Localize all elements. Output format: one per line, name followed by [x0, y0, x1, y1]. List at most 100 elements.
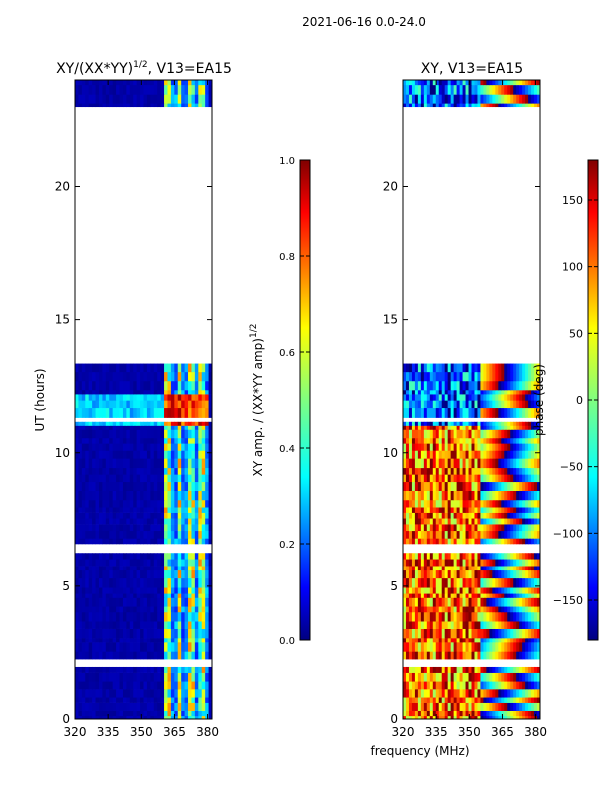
- amp-heatmap-cell: [136, 499, 141, 508]
- amp-heatmap-cell: [136, 587, 141, 594]
- phase-heatmap-cell: [489, 593, 493, 598]
- phase-heatmap-cell: [480, 672, 484, 682]
- amp-heatmap-cell: [170, 689, 175, 698]
- phase-heatmap-cell: [444, 400, 449, 409]
- amp-heatmap-cell: [133, 371, 138, 382]
- amp-heatmap-cell: [164, 518, 168, 525]
- amp-heatmap-cell: [205, 651, 210, 660]
- phase-heatmap-cell: [453, 499, 458, 508]
- amp-heatmap-cell: [88, 84, 93, 95]
- amp-heatmap-cell: [75, 593, 79, 598]
- phase-heatmap-cell: [519, 666, 523, 673]
- phase-heatmap-cell: [420, 394, 425, 401]
- phase-heatmap-cell: [459, 666, 464, 673]
- phase-heatmap-cell: [462, 606, 467, 613]
- phase-heatmap-cell: [408, 559, 413, 567]
- phase-heatmap-cell: [492, 94, 496, 104]
- phase-heatmap-cell: [456, 715, 461, 719]
- amp-heatmap-cell: [177, 84, 182, 95]
- phase-heatmap-cell: [477, 672, 481, 682]
- phase-heatmap-cell: [513, 559, 517, 567]
- phase-heatmap-cell: [519, 481, 523, 491]
- phase-heatmap-cell: [516, 400, 520, 409]
- phase-heatmap-cell: [474, 437, 478, 444]
- amp-heatmap-cell: [143, 672, 148, 682]
- phase-heatmap-cell: [444, 371, 449, 382]
- phase-heatmap-cell: [447, 450, 452, 459]
- amp-heatmap-cell: [95, 512, 100, 519]
- amp-heatmap-cell: [160, 651, 165, 660]
- phase-heatmap-cell: [477, 606, 481, 613]
- phase-heatmap-cell: [441, 437, 446, 444]
- phase-heatmap-cell: [429, 628, 434, 639]
- phase-heatmap-cell: [504, 553, 508, 560]
- phase-heatmap-cell: [492, 628, 496, 639]
- amp-heatmap-cell: [170, 363, 175, 373]
- amp-heatmap-cell: [119, 559, 124, 567]
- amp-heatmap-cell: [95, 672, 100, 682]
- phase-heatmap-cell: [501, 394, 505, 401]
- amp-heatmap-cell: [126, 512, 131, 519]
- amp-heatmap-cell: [181, 421, 186, 426]
- phase-heatmap-cell: [534, 593, 538, 598]
- amp-heatmap-cell: [92, 611, 97, 622]
- amp-heatmap-cell: [85, 577, 90, 588]
- phase-heatmap-cell: [468, 371, 472, 382]
- amp-heatmap-cell: [81, 458, 86, 469]
- amp-heatmap-cell: [78, 593, 83, 598]
- phase-heatmap-cell: [480, 642, 484, 652]
- phase-heatmap-cell: [480, 80, 484, 86]
- phase-heatmap-cell: [489, 628, 493, 639]
- phase-heatmap-cell: [510, 481, 514, 491]
- amp-heatmap-cell: [119, 606, 124, 613]
- amp-heatmap-cell: [164, 450, 168, 459]
- amp-heatmap: [75, 80, 212, 719]
- phase-heatmap-cell: [444, 94, 449, 104]
- phase-heatmap-cell: [456, 94, 461, 104]
- amp-heatmap-cell: [129, 450, 134, 459]
- amp-heatmap-cell: [153, 577, 158, 588]
- phase-heatmap-cell: [519, 84, 523, 95]
- amp-heatmap-cell: [112, 606, 117, 613]
- amp-heatmap-cell: [136, 429, 141, 439]
- amp-heatmap-cell: [136, 421, 141, 426]
- amp-heatmap-cell: [122, 421, 127, 426]
- phase-heatmap-cell: [438, 566, 443, 571]
- phase-heatmap-cell: [411, 507, 416, 513]
- phase-heatmap-cell: [408, 437, 413, 444]
- phase-heatmap-cell: [435, 710, 440, 717]
- phase-heatmap-cell: [435, 94, 440, 104]
- phase-heatmap-cell: [534, 621, 538, 629]
- amp-heatmap-cell: [201, 697, 206, 703]
- amp-heatmap-cell: [105, 400, 110, 409]
- phase-heatmap-cell: [537, 425, 540, 430]
- phase-heatmap-cell: [489, 425, 493, 430]
- amp-heatmap-cell: [126, 389, 131, 395]
- phase-heatmap-cell: [450, 407, 455, 418]
- phase-heatmap-cell: [435, 666, 440, 673]
- phase-heatmap-cell: [513, 681, 517, 690]
- phase-heatmap-cell: [471, 651, 475, 660]
- phase-heatmap-cell: [498, 621, 502, 629]
- amp-heatmap-cell: [136, 380, 141, 391]
- amp-heatmap-cell: [75, 642, 79, 652]
- phase-heatmap-cell: [447, 474, 452, 483]
- phase-heatmap-cell: [450, 507, 455, 513]
- phase-heatmap-cell: [522, 611, 526, 622]
- amp-heatmap-cell: [170, 621, 175, 629]
- phase-heatmap-cell: [471, 84, 475, 95]
- phase-heatmap-cell: [495, 84, 499, 95]
- phase-heatmap-cell: [414, 450, 419, 459]
- phase-heatmap-cell: [403, 103, 407, 108]
- amp-heatmap-cell: [174, 642, 179, 652]
- amp-heatmap-cell: [143, 597, 148, 607]
- amp-heatmap-cell: [88, 710, 93, 717]
- phase-heatmap-cell: [456, 593, 461, 598]
- amp-heatmap-cell: [174, 512, 179, 519]
- phase-heatmap-cell: [417, 530, 422, 539]
- amp-heatmap-cell: [105, 697, 110, 703]
- phase-heatmap-cell: [519, 80, 523, 86]
- amp-heatmap-cell: [184, 689, 189, 698]
- phase-heatmap-cell: [438, 710, 443, 717]
- amp-heatmap-cell: [88, 538, 93, 545]
